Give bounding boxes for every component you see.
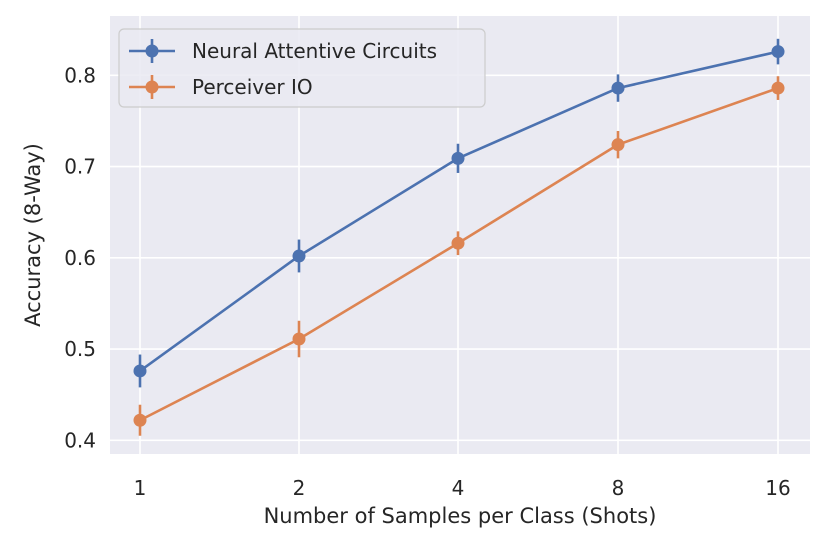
data-point xyxy=(451,151,465,165)
x-tick-label: 8 xyxy=(612,476,625,500)
data-point xyxy=(771,45,785,59)
y-tick-label: 0.5 xyxy=(64,337,96,361)
legend-box xyxy=(118,28,486,108)
data-point xyxy=(771,81,785,95)
data-point xyxy=(451,236,465,250)
legend-marker-0 xyxy=(145,44,159,58)
data-point xyxy=(292,332,306,346)
legend-marker-1 xyxy=(145,80,159,94)
x-tick-label: 2 xyxy=(293,476,306,500)
x-tick-label: 16 xyxy=(765,476,790,500)
data-point xyxy=(611,81,625,95)
data-point xyxy=(292,249,306,263)
y-tick-label: 0.4 xyxy=(64,428,96,452)
data-point xyxy=(133,364,147,378)
y-tick-label: 0.8 xyxy=(64,63,96,87)
series-layer xyxy=(133,38,785,436)
y-tick-label: 0.6 xyxy=(64,246,96,270)
data-point xyxy=(133,413,147,427)
x-tick-label: 4 xyxy=(452,476,465,500)
y-axis-label: Accuracy (8-Way) xyxy=(21,143,45,327)
x-axis-label: Number of Samples per Class (Shots) xyxy=(264,504,657,528)
y-tick-label: 0.7 xyxy=(64,155,96,179)
axis-layer: 0.4 0.5 0.6 0.7 0.8 1 2 4 8 16 xyxy=(64,63,791,500)
legend-label-1: Perceiver IO xyxy=(192,75,313,99)
legend: Neural Attentive Circuits Perceiver IO xyxy=(118,28,486,108)
data-point xyxy=(611,138,625,152)
legend-label-0: Neural Attentive Circuits xyxy=(192,39,437,63)
x-tick-label: 1 xyxy=(134,476,147,500)
